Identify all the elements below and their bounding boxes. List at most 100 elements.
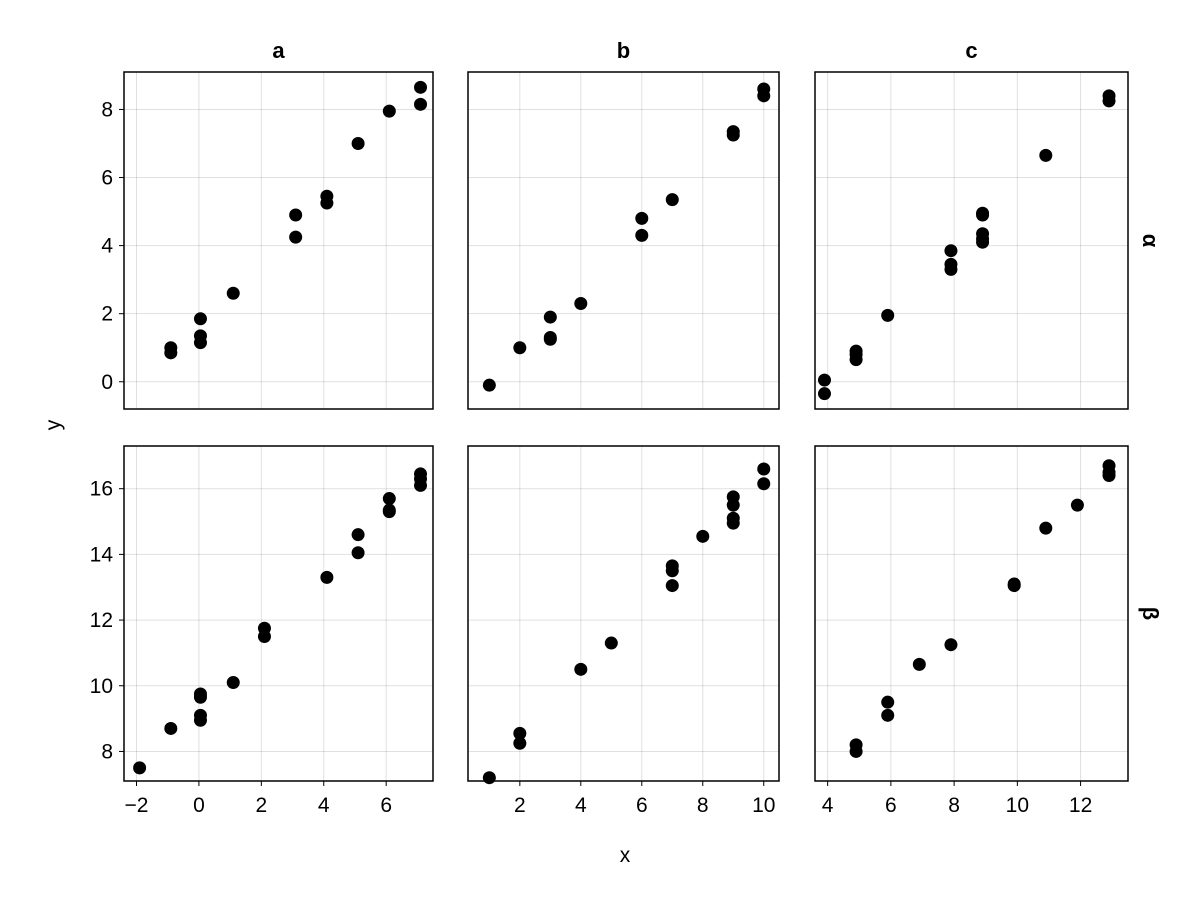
data-point: [320, 570, 334, 584]
x-tick-label: 6: [380, 794, 392, 817]
data-point: [193, 312, 207, 326]
data-point: [944, 244, 958, 258]
x-tick-label: 10: [1006, 794, 1029, 817]
y-tick-label: 14: [90, 543, 114, 566]
data-point: [257, 629, 271, 643]
panel-a-1: −2 0 2 4 6 8 10 12 14 16: [90, 445, 434, 817]
panel-frame: [467, 71, 780, 410]
data-point: [382, 505, 396, 519]
data-point: [351, 136, 365, 150]
data-point: [726, 498, 740, 512]
data-point: [757, 477, 771, 491]
data-point: [726, 128, 740, 142]
data-point: [881, 308, 895, 322]
column-title-b: b: [617, 38, 630, 63]
y-tick-label: 2: [101, 303, 113, 326]
y-tick-label: 12: [90, 609, 113, 632]
data-point: [665, 579, 679, 593]
panel-frame: [814, 445, 1129, 782]
data-point: [635, 228, 649, 242]
x-axis-title: x: [620, 844, 631, 867]
data-point: [414, 97, 428, 111]
y-tick-label: 8: [101, 740, 113, 763]
data-point: [976, 208, 990, 222]
data-point: [482, 771, 496, 785]
data-point: [513, 736, 527, 750]
data-point: [320, 196, 334, 210]
x-tick-label: 10: [752, 794, 775, 817]
data-point: [1039, 521, 1053, 535]
row-title-1: β: [1138, 607, 1163, 620]
panel-c-1: 4 6 8 10 12: [814, 445, 1129, 817]
data-point: [665, 193, 679, 207]
data-point: [881, 708, 895, 722]
data-point: [912, 657, 926, 671]
row-title-0: α: [1138, 234, 1163, 248]
panel-frame: [123, 71, 434, 410]
data-point: [574, 296, 588, 310]
panel-grid: a b c α β 0 2 4 6 8 −2 0 2 4 6 8 10 12 14 16 2 4 6 8 10 4 6 8 10 12: [90, 38, 1163, 817]
x-tick-label: 2: [514, 794, 526, 817]
y-tick-label: 6: [101, 167, 113, 190]
data-point: [976, 235, 990, 249]
data-point: [289, 208, 303, 222]
x-tick-label: 4: [318, 794, 330, 817]
x-tick-label: 2: [255, 794, 267, 817]
data-point: [414, 80, 428, 94]
data-point: [513, 726, 527, 740]
data-point: [382, 104, 396, 118]
data-point: [164, 721, 178, 735]
x-tick-label: 6: [885, 794, 897, 817]
data-point: [513, 341, 527, 355]
x-tick-label: 6: [636, 794, 648, 817]
data-point: [757, 462, 771, 476]
y-axis-title: y: [42, 419, 65, 430]
data-point: [226, 675, 240, 689]
data-point: [757, 89, 771, 103]
x-tick-label: 4: [575, 794, 587, 817]
x-tick-label: 8: [697, 794, 709, 817]
panel-frame: [123, 445, 434, 782]
data-point: [226, 286, 240, 300]
data-point: [351, 546, 365, 560]
data-point: [482, 378, 496, 392]
data-point: [193, 690, 207, 704]
data-point: [193, 336, 207, 350]
column-title-c: c: [965, 38, 977, 63]
panel-b-0: [467, 71, 780, 410]
data-point: [574, 662, 588, 676]
panel-b-1: 2 4 6 8 10: [467, 445, 780, 817]
data-point: [1070, 498, 1084, 512]
data-point: [543, 332, 557, 346]
panel-frame: [467, 445, 780, 782]
data-point: [1007, 579, 1021, 593]
data-point: [1039, 148, 1053, 162]
x-tick-label: 4: [822, 794, 834, 817]
y-tick-label: 4: [101, 235, 113, 258]
data-point: [817, 387, 831, 401]
data-point: [289, 230, 303, 244]
data-point: [635, 211, 649, 225]
data-point: [351, 528, 365, 542]
data-point: [604, 636, 618, 650]
y-tick-label: 8: [101, 98, 113, 121]
data-point: [696, 529, 710, 543]
data-point: [849, 744, 863, 758]
data-point: [164, 346, 178, 360]
data-point: [133, 761, 147, 775]
data-point: [817, 373, 831, 387]
data-point: [944, 262, 958, 276]
x-tick-label: −2: [125, 794, 149, 817]
x-tick-label: 0: [193, 794, 205, 817]
data-point: [726, 516, 740, 530]
x-tick-label: 8: [948, 794, 960, 817]
x-tick-label: 12: [1069, 794, 1092, 817]
data-point: [193, 713, 207, 727]
panel-frame: [814, 71, 1129, 410]
panel-a-0: 0 2 4 6 8: [101, 71, 434, 410]
data-point: [543, 310, 557, 324]
y-tick-label: 0: [101, 371, 113, 394]
y-tick-label: 16: [90, 478, 113, 501]
data-point: [665, 564, 679, 578]
